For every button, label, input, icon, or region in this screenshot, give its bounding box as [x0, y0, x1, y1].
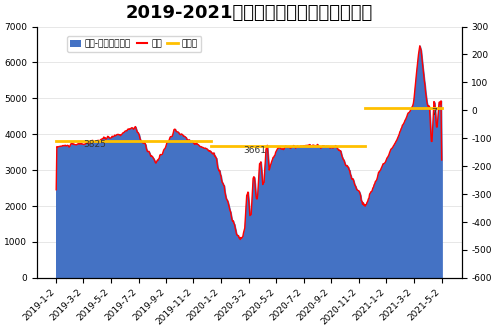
Legend: 銀川-全国均价价差, 銀川, 年均价: 銀川-全国均价价差, 銀川, 年均价 [67, 36, 201, 52]
Text: 3825: 3825 [83, 140, 106, 149]
Title: 2019-2021年银川区域与全国价差对比图: 2019-2021年银川区域与全国价差对比图 [125, 4, 373, 22]
Text: 7: 7 [432, 108, 437, 117]
Text: 3661: 3661 [243, 146, 266, 155]
